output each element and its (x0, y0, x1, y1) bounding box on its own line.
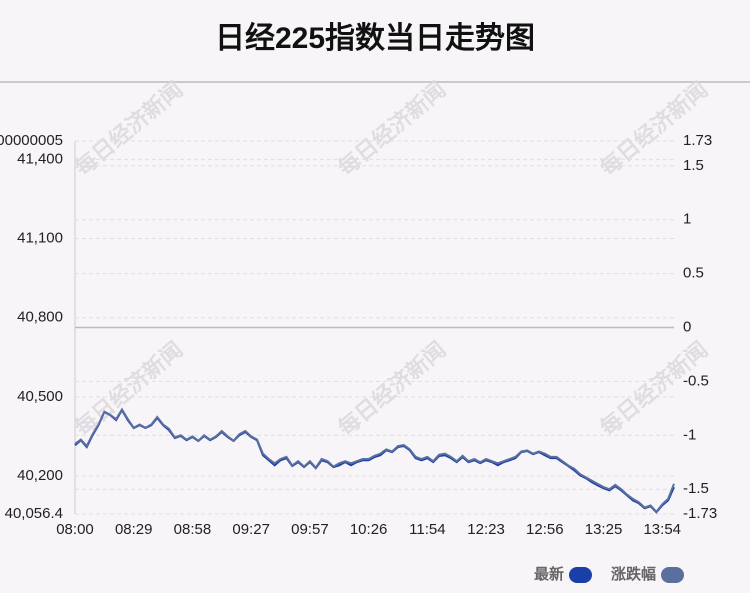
legend-label: 最新 (534, 565, 564, 583)
y-tick-label: 40,056.4 (5, 505, 63, 522)
line-series (74, 407, 675, 514)
x-tick-label: 08:58 (174, 521, 212, 538)
y2-tick-label: 0 (683, 318, 691, 335)
y2-tick-label: -0.5 (683, 372, 709, 389)
y2-tick-label: -1.73 (683, 505, 717, 522)
x-tick-label: 09:27 (232, 521, 270, 538)
y-tick-label: 40,800 (17, 309, 63, 326)
x-tick-label: 12:23 (467, 521, 505, 538)
x-tick-label: 09:57 (291, 521, 329, 538)
y-tick-label: 41,100 (17, 230, 63, 247)
x-tick-label: 11:54 (409, 521, 445, 538)
legend-swatch (569, 567, 592, 583)
x-tick-label: 13:54 (643, 521, 681, 538)
chart-title: 日经225指数当日走势图 (215, 21, 535, 55)
y2-tick-label: 1 (683, 211, 691, 228)
legend-label: 涨跌幅 (611, 565, 656, 583)
y-tick-label: 40,200 (17, 467, 63, 484)
y-tick-label: 41,400 (17, 150, 63, 167)
legend-swatch (661, 567, 684, 583)
y2-tick-label: 1.73 (683, 132, 712, 149)
y2-tick-label: 1.5 (683, 157, 704, 174)
x-tick-label: 08:29 (115, 521, 153, 538)
x-tick-label: 10:26 (350, 521, 388, 538)
x-tick-label: 12:56 (526, 521, 564, 538)
x-tick-label: 08:00 (56, 521, 94, 538)
y2-tick-label: -1 (683, 426, 696, 443)
y2-tick-label: -1.5 (683, 480, 709, 497)
y2-tick-label: 0.5 (683, 265, 704, 282)
x-tick-label: 13:25 (585, 521, 623, 538)
y-tick-label: 41,469.60000000005 (0, 132, 63, 149)
y-tick-label: 40,500 (17, 388, 63, 405)
